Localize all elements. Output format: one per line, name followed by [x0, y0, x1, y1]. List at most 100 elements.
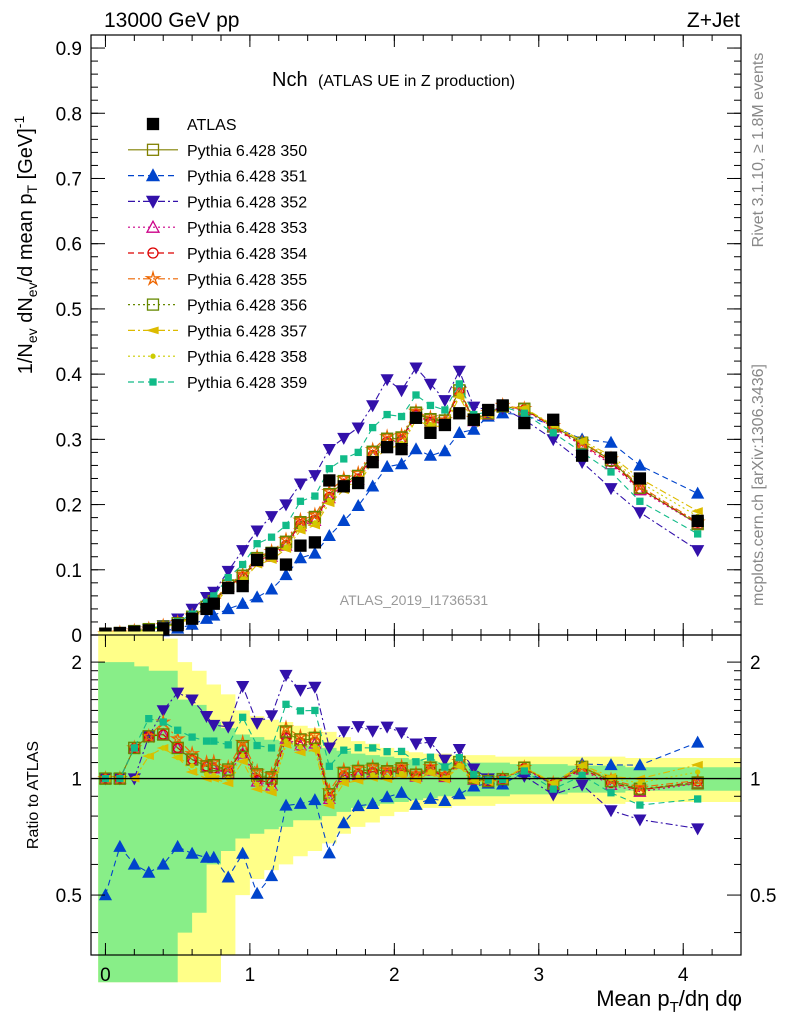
ratio-series-pythia-6-428-358-point	[283, 738, 289, 744]
series-pythia-6-428-359-point	[311, 492, 319, 500]
ratio-series-pythia-6-428-352-point	[322, 742, 336, 755]
ratio-series-pythia-6-428-359-point	[130, 744, 138, 752]
series-pythia-6-428-359-point	[607, 468, 615, 476]
series-pythia-6-428-355-point	[321, 483, 338, 499]
ratio-series-pythia-6-428-352-point	[279, 669, 293, 682]
legend-entry-pythia-6-428-357-label: Pythia 6.428 357	[187, 323, 307, 340]
x-tick-label: 4	[678, 965, 689, 986]
series-atlas-point	[265, 547, 278, 560]
ratio-series-pythia-6-428-355-point	[140, 727, 157, 744]
series-pythia-6-428-352-point	[351, 422, 365, 435]
series-pythia-6-428-359-point	[267, 533, 276, 541]
ratio-series-pythia-6-428-358-point	[370, 772, 376, 778]
ratio-series-pythia-6-428-355-point	[378, 761, 396, 777]
series-pythia-6-428-358-point	[297, 524, 304, 531]
legend-entry-atlas-marker	[146, 117, 160, 131]
ratio-series-pythia-6-428-359-point	[607, 789, 615, 797]
series-atlas-point	[366, 456, 379, 469]
ratio-series-pythia-6-428-359-point	[174, 726, 182, 734]
ratio-series-pythia-6-428-359-point	[340, 746, 348, 754]
ratio-series-pythia-6-428-359-point	[694, 795, 702, 803]
series-pythia-6-428-352-point	[236, 545, 250, 558]
ratio-series-pythia-6-428-352-point	[351, 721, 365, 734]
ratio-series-pythia-6-428-352-point	[185, 694, 199, 707]
series-atlas-point	[482, 403, 495, 417]
ratio-series-pythia-6-428-356-point	[279, 725, 293, 738]
series-pythia-6-428-352-point	[366, 400, 380, 413]
ratio-series-pythia-6-428-359-point	[325, 762, 333, 770]
ratio-series-pythia-6-428-352-point	[199, 710, 214, 723]
ratio-series-pythia-6-428-351-point	[351, 799, 365, 812]
series-atlas-point	[185, 612, 199, 625]
ratio-series-pythia-6-428-358-point	[695, 769, 701, 775]
mcplots-label: mcplots.cern.ch [arXiv:1306.3436]	[750, 364, 767, 606]
series-pythia-6-428-359-point	[441, 406, 449, 414]
ratio-series-pythia-6-428-352-point	[380, 721, 394, 734]
x-tick-label: 2	[389, 965, 400, 986]
ratio-series-pythia-6-428-358-point	[297, 744, 304, 750]
series-pythia-6-428-358-point	[427, 421, 434, 427]
legend-entry-pythia-6-428-357-marker	[145, 326, 159, 335]
legend-entry-pythia-6-428-351-label: Pythia 6.428 351	[187, 169, 307, 186]
ratio-series-pythia-6-428-356-point	[128, 741, 141, 755]
legend-entry-pythia-6-428-352-marker	[145, 195, 161, 209]
series-pythia-6-428-359-point	[397, 412, 406, 421]
series-pythia-6-428-351-point	[366, 479, 380, 492]
series-pythia-6-428-351-point	[236, 596, 250, 609]
series-atlas-point	[633, 472, 647, 485]
series-pythia-6-428-352-point	[293, 478, 308, 491]
series-pythia-6-428-352-point	[409, 362, 423, 375]
ratio-series-pythia-6-428-359-point	[578, 771, 586, 780]
series-pythia-6-428-351-point	[409, 442, 423, 455]
ratio-series-pythia-6-428-359-point	[369, 744, 377, 752]
series-pythia-6-428-352-point	[380, 374, 394, 387]
ratio-series-pythia-6-428-352-point	[156, 705, 170, 718]
series-pythia-6-428-352-point	[691, 545, 705, 558]
main-y-tick-label: 0	[71, 626, 82, 647]
x-tick-label: 1	[245, 965, 256, 986]
header-left: 13000 GeV pp	[104, 9, 239, 32]
ratio-series-pythia-6-428-359-point	[239, 713, 247, 721]
series-pythia-6-428-358-point	[326, 497, 332, 503]
chart-title-main: Nch	[272, 69, 308, 91]
ratio-series-pythia-6-428-359-point	[383, 748, 391, 756]
ratio-series-pythia-6-428-351-point	[207, 850, 221, 863]
ratio-series-pythia-6-428-351-point	[127, 857, 141, 870]
ratio-series-pythia-6-428-352-point	[366, 725, 380, 738]
series-pythia-6-428-355-point	[393, 426, 410, 443]
rivet-label: Rivet 3.1.10, ≥ 1.8M events	[750, 53, 767, 248]
legend-entry-pythia-6-428-355-label: Pythia 6.428 355	[187, 272, 307, 289]
series-atlas-point	[518, 416, 531, 430]
ratio-panel-frame	[90, 634, 742, 956]
legend-entry-pythia-6-428-357: Pythia 6.428 357	[128, 323, 307, 340]
series-pythia-6-428-351-point	[691, 486, 705, 499]
legend-entry-pythia-6-428-356-label: Pythia 6.428 356	[187, 298, 307, 315]
series-pythia-6-428-358-point	[456, 392, 462, 398]
series-pythia-6-428-352-point	[250, 525, 264, 538]
legend-entry-atlas-label: ATLAS	[187, 117, 237, 134]
ratio-series-pythia-6-428-357-point	[265, 788, 277, 797]
ratio-series-pythia-6-428-352-point	[236, 680, 250, 693]
main-y-tick-label: 0.7	[56, 169, 82, 190]
ratio-series-pythia-6-428-355-line	[105, 721, 698, 793]
ratio-series-pythia-6-428-356-point	[265, 771, 278, 784]
ratio-series-pythia-6-428-359-point	[267, 744, 276, 752]
legend-entry-pythia-6-428-356: Pythia 6.428 356	[128, 298, 307, 315]
main-series-group	[97, 362, 706, 641]
legend-entry-pythia-6-428-353-marker	[145, 219, 161, 233]
ratio-series-pythia-6-428-358-point	[203, 771, 210, 778]
ratio-series-pythia-6-428-351-point	[438, 794, 452, 807]
series-atlas-point	[691, 514, 704, 528]
ratio-series-pythia-6-428-359-point	[426, 753, 435, 761]
series-pythia-6-428-351-point	[380, 459, 394, 472]
series-atlas-point	[547, 413, 560, 426]
legend-entry-pythia-6-428-356-marker	[146, 298, 160, 311]
legend-entry-pythia-6-428-351-marker	[145, 168, 161, 182]
series-pythia-6-428-359-point	[426, 401, 435, 410]
ratio-series-pythia-6-428-356-point	[308, 731, 322, 744]
ratio-series-pythia-6-428-351-point	[380, 790, 394, 803]
ratio-series-pythia-6-428-351-point	[279, 798, 293, 811]
ratio-series-pythia-6-428-358-point	[398, 770, 405, 777]
ratio-series-pythia-6-428-359-point	[441, 763, 449, 771]
series-pythia-6-428-359-point	[455, 380, 463, 388]
